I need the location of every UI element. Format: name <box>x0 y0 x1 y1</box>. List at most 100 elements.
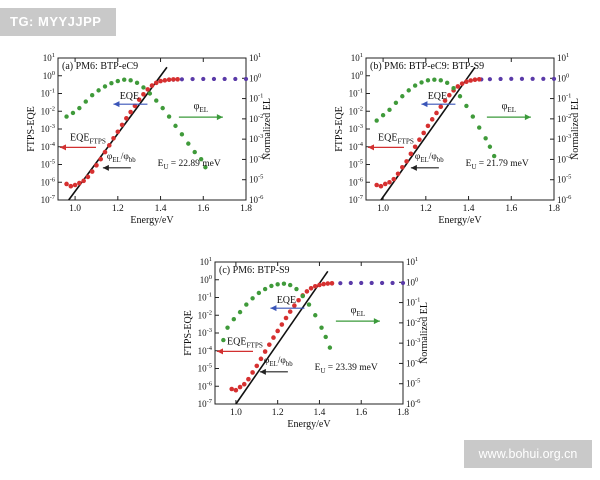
eqe-point <box>186 141 191 146</box>
x-tick-label: 1.8 <box>397 408 409 418</box>
phi-el-label: φEL <box>502 101 517 114</box>
eu-annotation: EU = 22.89 meV <box>158 159 221 171</box>
panel-title: (b) PM6: BTP-eC9: BTP-S9 <box>370 61 484 72</box>
ftps-point <box>136 97 142 102</box>
eqe-point <box>419 80 424 85</box>
eqe-point <box>89 93 95 98</box>
y-tick-label: 101 <box>43 52 55 63</box>
eqe-point <box>406 88 411 93</box>
eqe-point <box>203 165 208 170</box>
ftps-arrow <box>60 144 96 151</box>
ftps-point <box>279 322 285 327</box>
y-tick-label: 10-4 <box>349 141 364 152</box>
ftps-point <box>425 123 431 129</box>
ftps-point <box>476 77 482 82</box>
ftps-point <box>438 104 444 110</box>
eqe-point <box>250 296 255 301</box>
ftps-point <box>404 159 409 164</box>
ftps-point <box>304 289 310 294</box>
el-point <box>359 280 364 286</box>
ftps-point <box>400 164 405 170</box>
el-point <box>380 280 385 286</box>
y-axis-label: FTPS-EQE <box>183 310 194 356</box>
phi-el-arrow-head <box>216 114 223 121</box>
y2-axis-label: Normalized EL <box>419 302 430 364</box>
el-point <box>551 76 557 81</box>
eqe-point <box>319 325 324 330</box>
eqe-point <box>147 91 153 96</box>
y-tick-label: 10-7 <box>198 398 213 409</box>
y-tick-label: 101 <box>200 256 212 267</box>
y2-tick-label: 10-6 <box>249 194 264 205</box>
ftps-point <box>459 81 465 86</box>
ftps-label: EQEFTPS <box>227 336 263 349</box>
ftps-point <box>271 335 276 340</box>
ftps-point <box>387 179 392 185</box>
y2-tick-label: 10-3 <box>249 133 263 144</box>
ftps-point <box>417 137 422 142</box>
y-tick-label: 10-3 <box>198 327 212 338</box>
y-tick-label: 10-5 <box>198 363 212 374</box>
y2-tick-label: 10-6 <box>406 398 421 409</box>
eqe-point <box>96 88 101 93</box>
eqe-point <box>134 80 140 86</box>
ftps-point <box>447 92 452 98</box>
eqe-point <box>128 78 133 83</box>
ftps-point <box>68 183 74 189</box>
eqe-point <box>275 282 280 287</box>
el-point <box>338 281 343 286</box>
eqe-point <box>306 302 312 307</box>
x-tick-label: 1.0 <box>230 408 242 418</box>
el-point <box>348 280 353 286</box>
eqe-point <box>327 345 333 350</box>
phi-el-bb-label: φEL/φbb <box>107 152 136 164</box>
eqe-point <box>393 100 399 105</box>
x-tick-label: 1.8 <box>240 204 252 214</box>
ftps-point <box>241 381 247 387</box>
ftps-point <box>89 169 95 174</box>
y2-tick-label: 10-3 <box>557 133 571 144</box>
ftps-point <box>429 117 435 122</box>
y-tick-label: 10-1 <box>198 292 212 303</box>
eqe-arrow-head <box>270 305 277 312</box>
y2-tick-label: 101 <box>557 52 569 63</box>
panel-title: (a) PM6: BTP-eC9 <box>62 61 138 72</box>
x-tick-label: 1.4 <box>463 204 475 214</box>
x-tick-label: 1.2 <box>272 408 284 418</box>
ftps-point <box>229 386 235 392</box>
ftps-point <box>378 183 384 189</box>
eqe-arrow-head <box>421 101 428 108</box>
phi-el-arrow-head <box>373 318 380 325</box>
eqe-point <box>198 156 204 162</box>
eqe-label: EQE <box>277 295 296 306</box>
ftps-point <box>106 143 112 148</box>
y-tick-label: 100 <box>351 70 363 81</box>
y-tick-label: 101 <box>351 52 363 63</box>
el-point <box>487 77 493 82</box>
eqe-point <box>231 316 236 322</box>
phi-el-arrow-head <box>524 114 531 121</box>
ftps-point <box>258 356 264 362</box>
y2-tick-label: 10-3 <box>406 337 420 348</box>
y-tick-label: 10-7 <box>349 194 364 205</box>
ftps-point <box>275 328 280 334</box>
eqe-point <box>173 123 178 129</box>
y-tick-label: 10-6 <box>349 176 364 187</box>
eqe-point <box>154 98 159 103</box>
y-tick-label: 10-6 <box>41 176 56 187</box>
watermark-top-left: TG: MYYJJPP <box>0 8 116 36</box>
ftps-point <box>175 77 180 82</box>
panel-title: (c) PM6: BTP-S9 <box>219 265 290 276</box>
ftps-point <box>442 98 448 103</box>
phi-el-label: φEL <box>351 305 366 318</box>
eqe-point <box>374 118 379 123</box>
ftps-point <box>464 79 469 85</box>
ftps-point <box>166 77 172 82</box>
ftps-point <box>434 110 439 116</box>
eqe-arrow <box>270 305 305 312</box>
el-point <box>190 76 195 82</box>
ftps-point <box>254 363 260 369</box>
ftps-point <box>312 283 318 289</box>
el-point <box>400 280 406 286</box>
ftps-point <box>115 129 121 135</box>
